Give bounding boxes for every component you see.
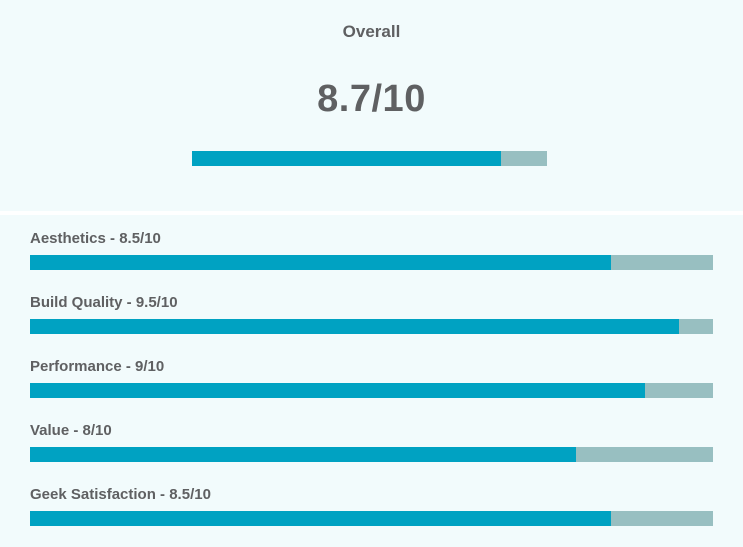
criterion-value: Value - 8/10: [30, 422, 713, 472]
criterion-bar: [30, 511, 713, 526]
criterion-performance: Performance - 9/10: [30, 358, 713, 408]
criterion-bar-fill: [30, 511, 611, 526]
criterion-build-quality: Build Quality - 9.5/10: [30, 294, 713, 344]
criterion-label: Performance - 9/10: [30, 358, 165, 375]
criterion-aesthetics: Aesthetics - 8.5/10: [30, 230, 713, 280]
criterion-bar-fill: [30, 383, 645, 398]
criterion-label: Aesthetics - 8.5/10: [30, 230, 161, 247]
criterion-bar: [30, 319, 713, 334]
criterion-bar: [30, 255, 713, 270]
criterion-bar-fill: [30, 255, 611, 270]
overall-label: Overall: [342, 22, 401, 41]
overall-score: 8.7/10: [317, 78, 426, 120]
criterion-bar: [30, 383, 713, 398]
criterion-bar-fill: [30, 319, 679, 334]
criterion-bar: [30, 447, 713, 462]
overall-score-panel: Overall 8.7/10: [0, 0, 743, 211]
criteria-panel: Aesthetics - 8.5/10 Build Quality - 9.5/…: [0, 215, 743, 547]
overall-score-bar-fill: [192, 151, 501, 166]
criterion-label: Build Quality - 9.5/10: [30, 294, 178, 311]
criterion-geek-satisfaction: Geek Satisfaction - 8.5/10: [30, 486, 713, 536]
criterion-bar-fill: [30, 447, 577, 462]
overall-score-bar: [192, 151, 547, 166]
criterion-label: Value - 8/10: [30, 422, 112, 439]
criterion-label: Geek Satisfaction - 8.5/10: [30, 486, 211, 503]
